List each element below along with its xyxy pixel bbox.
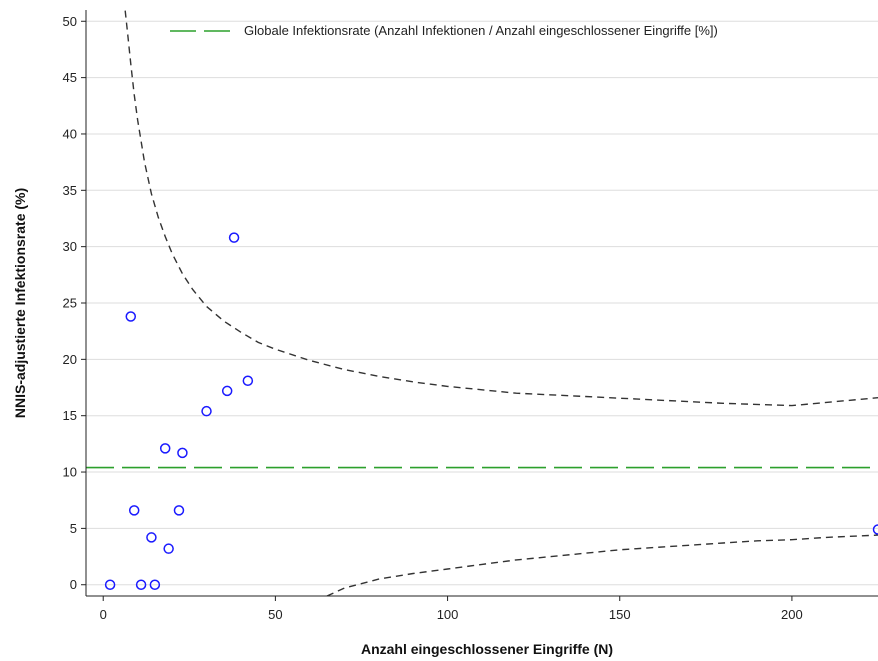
x-tick-label: 0: [100, 607, 107, 622]
legend: Globale Infektionsrate (Anzahl Infektion…: [170, 23, 718, 38]
data-point: [872, 524, 878, 535]
y-tick-label: 45: [63, 70, 77, 85]
y-tick-label: 50: [63, 14, 77, 29]
x-tick-label: 50: [268, 607, 282, 622]
x-tick-label: 200: [781, 607, 803, 622]
data-point: [242, 375, 254, 387]
y-tick-labels: 0 5 10 15 20 25 30 35 40 45 50: [63, 14, 86, 592]
plot-area: [86, 10, 878, 596]
y-tick-label: 40: [63, 126, 77, 141]
lower-control-limit-curve: [326, 534, 878, 596]
data-point: [149, 579, 161, 590]
data-point: [125, 311, 137, 322]
data-point: [201, 405, 212, 417]
data-point: [173, 505, 185, 516]
y-tick-label: 25: [63, 296, 77, 311]
y-tick-label: 35: [63, 183, 77, 198]
y-tick-label: 20: [63, 352, 77, 367]
data-point: [135, 579, 147, 590]
y-tick-label: 30: [63, 239, 77, 254]
data-point: [221, 385, 233, 397]
x-tick-label: 150: [609, 607, 631, 622]
y-axis-title: NNIS-adjustierte Infektionsrate (%): [12, 188, 28, 418]
x-tick-labels: 0 50 100 150 200: [100, 596, 803, 622]
data-point: [163, 543, 174, 554]
data-point: [146, 532, 157, 543]
data-point: [228, 232, 240, 243]
y-tick-label: 15: [63, 408, 77, 423]
x-axis-title: Anzahl eingeschlossener Eingriffe (N): [361, 641, 613, 657]
data-point: [177, 447, 188, 459]
data-point: [128, 505, 140, 516]
legend-label: Globale Infektionsrate (Anzahl Infektion…: [244, 23, 718, 38]
y-tick-label: 10: [63, 465, 77, 480]
data-points: [104, 232, 878, 590]
y-tick-label: 5: [70, 521, 77, 536]
data-point: [104, 579, 116, 590]
data-point: [159, 443, 171, 454]
upper-control-limit-curve: [124, 10, 878, 407]
y-tick-label: 0: [70, 577, 77, 592]
x-tick-label: 100: [437, 607, 459, 622]
grid-lines: [86, 20, 878, 586]
